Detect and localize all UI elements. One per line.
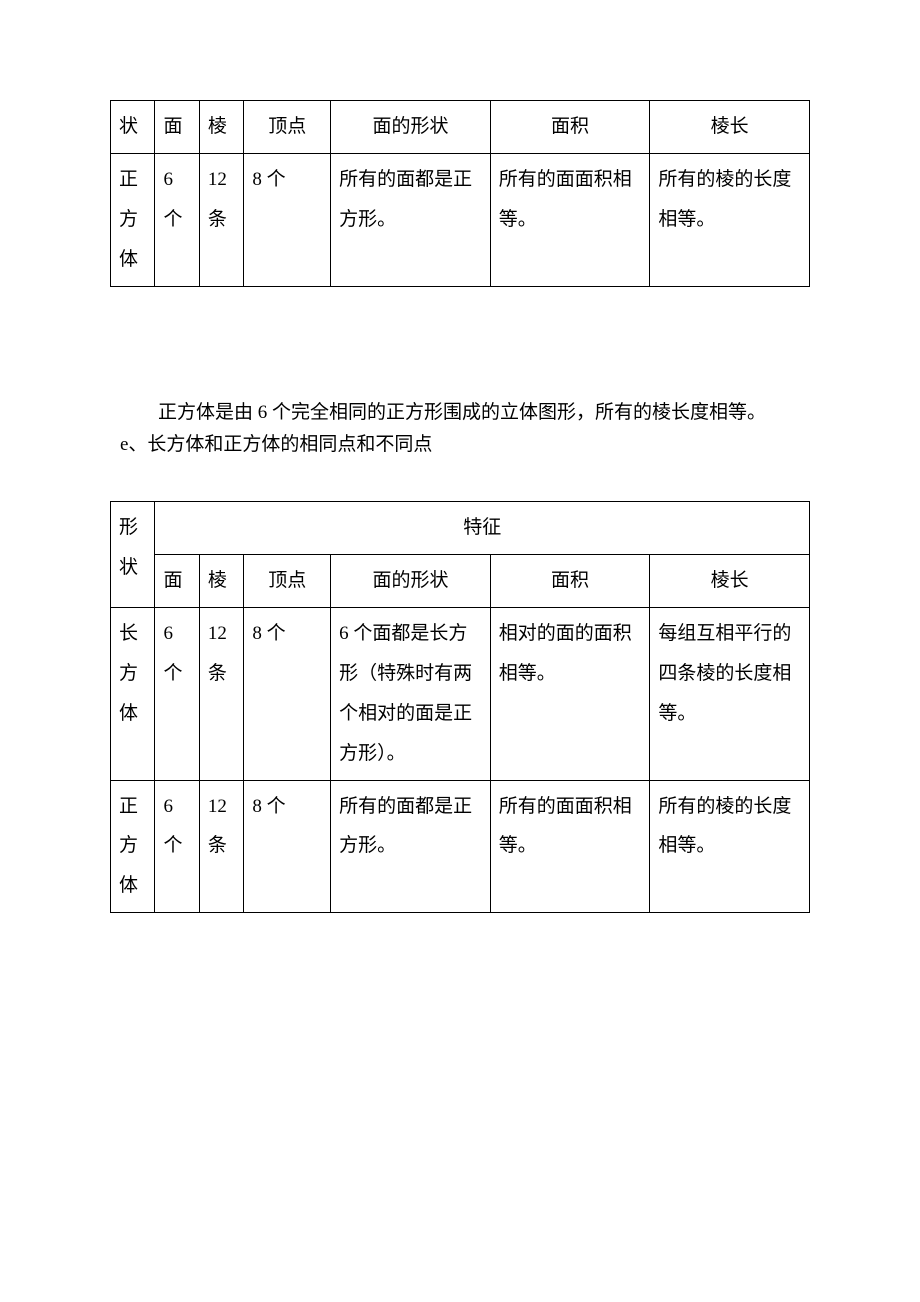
cell-faces: 6个 [155, 607, 199, 780]
table-row: 长方体 6个 12条 8 个 6 个面都是长方形（特殊时有两个相对的面是正方形）… [111, 607, 810, 780]
cell-face-shape: 所有的面都是正方形。 [331, 153, 491, 286]
cell-face-shape: 所有的面都是正方形。 [331, 780, 491, 913]
col-header-vertices: 顶点 [244, 555, 331, 608]
cell-vertices: 8 个 [244, 607, 331, 780]
cell-edges: 12条 [199, 780, 243, 913]
paragraph-1: 正方体是由 6 个完全相同的正方形围成的立体图形，所有的棱长度相等。 [120, 397, 800, 429]
cell-faces: 6个 [155, 153, 199, 286]
cell-shape: 长方体 [111, 607, 155, 780]
col-header-faces: 面 [155, 101, 199, 154]
col-header-face-shape: 面的形状 [331, 555, 491, 608]
table-row: 状 面 棱 顶点 面的形状 面积 棱长 [111, 101, 810, 154]
table-row: 正方体 6个 12条 8 个 所有的面都是正方形。 所有的面面积相等。 所有的棱… [111, 780, 810, 913]
table-2: 形状 特征 面 棱 顶点 面的形状 面积 棱长 长方体 6个 12条 8 个 6… [110, 501, 810, 913]
col-header-area: 面积 [490, 101, 650, 154]
table-1: 状 面 棱 顶点 面的形状 面积 棱长 正方体 6个 12条 8 个 所有的面都… [110, 100, 810, 287]
cell-area: 所有的面面积相等。 [490, 780, 650, 913]
cell-edges: 12条 [199, 607, 243, 780]
col-header-faces: 面 [155, 555, 199, 608]
cell-vertices: 8 个 [244, 780, 331, 913]
cell-faces: 6个 [155, 780, 199, 913]
col-header-area: 面积 [490, 555, 650, 608]
cell-shape: 正方体 [111, 153, 155, 286]
cell-face-shape: 6 个面都是长方形（特殊时有两个相对的面是正方形）。 [331, 607, 491, 780]
paragraph-2: e、长方体和正方体的相同点和不同点 [120, 429, 800, 461]
page: 状 面 棱 顶点 面的形状 面积 棱长 正方体 6个 12条 8 个 所有的面都… [0, 0, 920, 1013]
col-header-edges: 棱 [199, 101, 243, 154]
cell-shape: 正方体 [111, 780, 155, 913]
table-row: 面 棱 顶点 面的形状 面积 棱长 [111, 555, 810, 608]
table-row: 形状 特征 [111, 502, 810, 555]
header-shape: 形状 [111, 502, 155, 608]
col-header-edge-len: 棱长 [650, 555, 810, 608]
table-row: 正方体 6个 12条 8 个 所有的面都是正方形。 所有的面面积相等。 所有的棱… [111, 153, 810, 286]
col-header-vertices: 顶点 [244, 101, 331, 154]
cell-vertices: 8 个 [244, 153, 331, 286]
body-text: 正方体是由 6 个完全相同的正方形围成的立体图形，所有的棱长度相等。 e、长方体… [120, 397, 800, 462]
header-features: 特征 [155, 502, 810, 555]
col-header-face-shape: 面的形状 [331, 101, 491, 154]
col-header-edge-len: 棱长 [650, 101, 810, 154]
col-header-edges: 棱 [199, 555, 243, 608]
cell-edge-len: 每组互相平行的四条棱的长度相等。 [650, 607, 810, 780]
cell-edge-len: 所有的棱的长度相等。 [650, 780, 810, 913]
col-header-shape: 状 [111, 101, 155, 154]
cell-edges: 12条 [199, 153, 243, 286]
cell-area: 相对的面的面积相等。 [490, 607, 650, 780]
cell-edge-len: 所有的棱的长度相等。 [650, 153, 810, 286]
cell-area: 所有的面面积相等。 [490, 153, 650, 286]
